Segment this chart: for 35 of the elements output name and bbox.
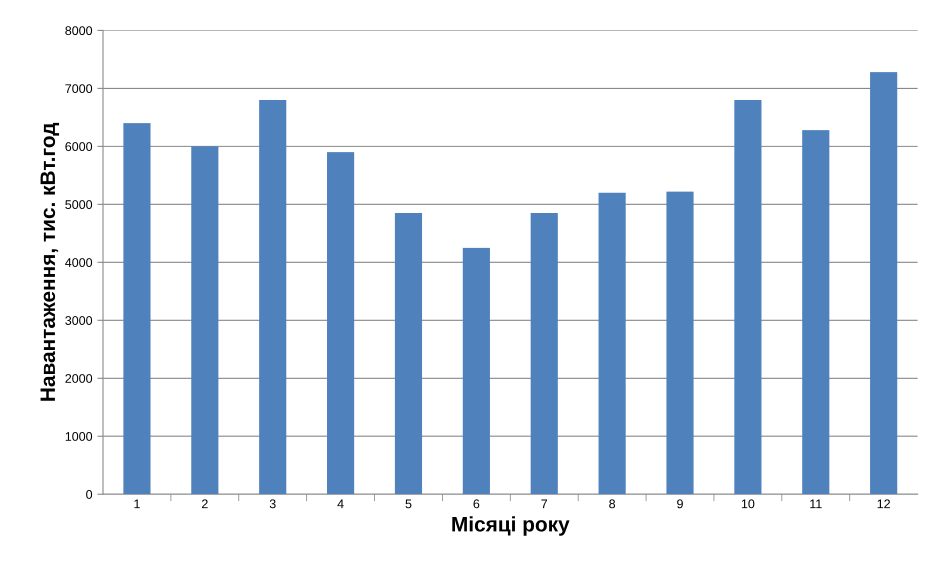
bar bbox=[802, 130, 830, 494]
x-tick-label: 4 bbox=[337, 500, 344, 508]
x-tick-label: 6 bbox=[474, 499, 480, 508]
bar bbox=[394, 213, 422, 494]
y-tick-label: 6000 bbox=[65, 142, 92, 152]
bar bbox=[123, 123, 151, 494]
y-tick-label: 3000 bbox=[65, 316, 92, 325]
bar bbox=[870, 72, 898, 494]
y-tick-label: 8000 bbox=[65, 26, 92, 36]
y-tick-label: 0 bbox=[86, 490, 92, 499]
bar bbox=[734, 100, 762, 494]
x-tick-label: 8 bbox=[609, 499, 616, 508]
x-tick-label: 12 bbox=[878, 499, 890, 508]
y-tick-label: 1000 bbox=[66, 432, 92, 441]
y-axis-title: Навантаження, тис. кВт.год bbox=[40, 122, 60, 401]
x-tick-label: 7 bbox=[541, 500, 548, 508]
bar bbox=[530, 213, 558, 494]
x-tick-label: 3 bbox=[270, 499, 276, 508]
x-tick-label: 5 bbox=[406, 500, 412, 508]
x-tick-label: 10 bbox=[742, 499, 754, 508]
y-tick-label: 2000 bbox=[65, 374, 92, 383]
y-tick-label: 7000 bbox=[65, 84, 92, 94]
bar bbox=[327, 152, 354, 494]
bar bbox=[259, 100, 286, 494]
x-tick-label: 11 bbox=[810, 500, 822, 508]
x-tick-label: 1 bbox=[134, 500, 140, 508]
y-tick-label: 4000 bbox=[65, 258, 92, 267]
x-tick-label: 9 bbox=[677, 499, 683, 508]
bar bbox=[462, 248, 490, 494]
bar bbox=[191, 146, 218, 494]
y-tick-label: 5000 bbox=[65, 200, 92, 209]
bar bbox=[598, 192, 626, 494]
x-tick-label: 2 bbox=[202, 499, 208, 508]
bar bbox=[666, 192, 694, 494]
x-axis-title: Місяці року bbox=[452, 516, 570, 536]
